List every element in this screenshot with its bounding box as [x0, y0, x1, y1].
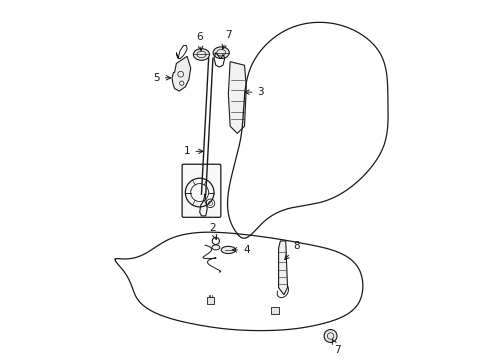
Ellipse shape [221, 246, 235, 253]
Polygon shape [172, 56, 190, 91]
Text: 7: 7 [332, 339, 340, 355]
Text: 4: 4 [232, 245, 249, 255]
Text: 7: 7 [222, 30, 231, 49]
Text: 6: 6 [196, 32, 203, 51]
Text: 8: 8 [284, 241, 299, 260]
Polygon shape [278, 241, 287, 295]
Ellipse shape [211, 245, 219, 250]
Text: 3: 3 [244, 87, 264, 97]
FancyBboxPatch shape [182, 164, 221, 217]
Ellipse shape [213, 47, 229, 59]
Text: 5: 5 [153, 73, 170, 83]
Polygon shape [228, 62, 246, 134]
Circle shape [324, 329, 336, 342]
Polygon shape [206, 297, 214, 304]
Text: 2: 2 [208, 224, 216, 239]
Text: 1: 1 [183, 146, 203, 156]
Polygon shape [271, 307, 278, 315]
Ellipse shape [193, 49, 209, 60]
